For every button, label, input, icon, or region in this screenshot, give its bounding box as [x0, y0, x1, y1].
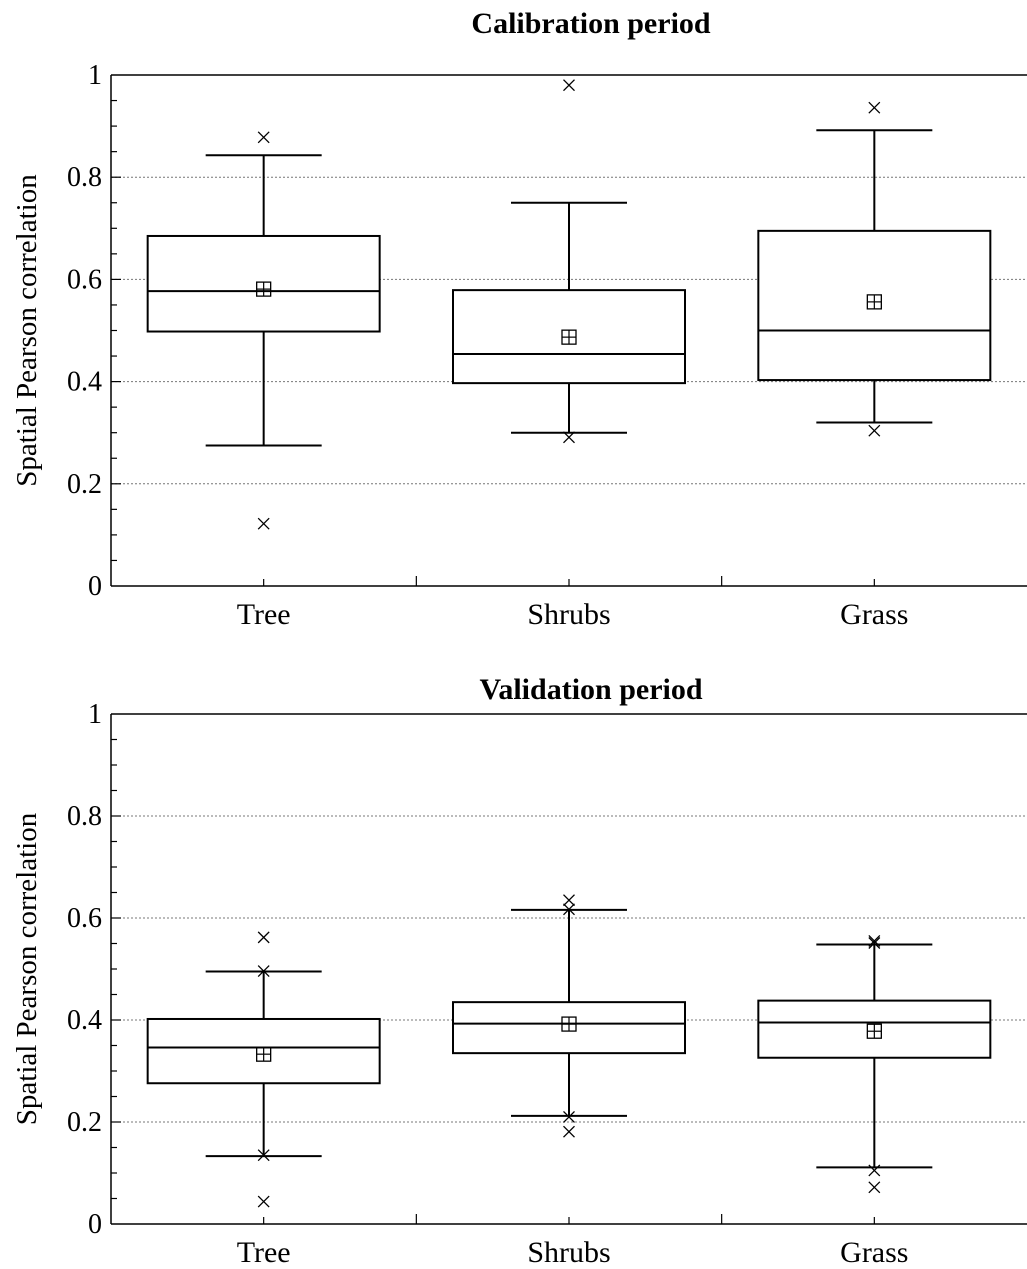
outlier-marker [868, 934, 881, 947]
outlier-marker [563, 1125, 575, 1138]
outlier-marker [868, 1164, 881, 1177]
outlier-marker [257, 1149, 270, 1162]
outlier-stroke [257, 1149, 270, 1162]
box-shrubs [452, 894, 686, 1138]
outlier-stroke [868, 424, 881, 437]
category-label: Shrubs [527, 598, 610, 631]
outlier-stroke [563, 431, 575, 444]
box-grass [757, 101, 992, 437]
outlier-marker [563, 903, 575, 916]
box-grass [757, 934, 992, 1194]
outlier-marker [257, 965, 270, 977]
outlier-marker [257, 131, 270, 144]
chart-title: Calibration period [471, 7, 710, 40]
outlier-stroke [257, 1195, 270, 1208]
box-tree [146, 131, 381, 530]
outlier-marker [868, 1181, 881, 1194]
y-tick-label: 0 [88, 1209, 102, 1240]
outlier-marker [563, 431, 575, 444]
outlier-marker [563, 1110, 575, 1123]
outlier-stroke [868, 1181, 881, 1194]
y-tick-label: 1 [88, 60, 102, 91]
category-label: Grass [840, 598, 908, 631]
category-label: Tree [237, 1236, 291, 1269]
box-shrubs [452, 79, 686, 444]
chart-title: Validation period [479, 673, 702, 706]
chart-panel-2: Validation period 0 0.2 0.4 0.6 0.8 1 Spatial P… [11, 673, 1027, 1269]
y-axis-label: Spatial Pearson correlation [11, 812, 43, 1125]
y-tick-label: 0.2 [67, 469, 102, 500]
y-tick-label: 0.4 [67, 367, 102, 398]
y-tick-label: 0.2 [67, 1107, 102, 1138]
y-axis-label: Spatial Pearson correlation [11, 174, 43, 487]
outlier-stroke [257, 131, 270, 144]
outlier-stroke [257, 965, 270, 977]
outlier-marker [257, 517, 270, 530]
outlier-marker [257, 931, 270, 944]
outlier-marker [257, 1195, 270, 1208]
outlier-stroke [257, 931, 270, 944]
outlier-stroke [868, 937, 881, 949]
y-tick-label: 0.6 [67, 903, 102, 934]
outlier-stroke [563, 903, 575, 916]
outlier-stroke [563, 1110, 575, 1123]
category-label: Tree [237, 598, 291, 631]
outlier-stroke [868, 1164, 881, 1177]
outlier-stroke [257, 517, 270, 530]
y-tick-label: 0.8 [67, 801, 102, 832]
y-tick-label: 1 [88, 699, 102, 730]
outlier-stroke [868, 934, 881, 947]
outlier-stroke [563, 1125, 575, 1138]
category-label: Shrubs [527, 1236, 610, 1269]
category-label: Grass [840, 1236, 908, 1269]
outlier-stroke [563, 79, 575, 92]
box-tree [146, 931, 381, 1208]
outlier-stroke [563, 894, 575, 907]
outlier-stroke [868, 101, 881, 114]
outlier-marker [868, 424, 881, 437]
outlier-marker [868, 101, 881, 114]
y-tick-label: 0 [88, 571, 102, 602]
y-tick-label: 0.4 [67, 1005, 102, 1036]
y-tick-label: 0.6 [67, 264, 102, 295]
outlier-marker [868, 937, 881, 949]
outlier-marker [563, 894, 575, 907]
outlier-marker [563, 79, 575, 92]
chart-panel-1: Calibration period 0 0.2 0.4 0.6 0.8 1 Spatial … [11, 7, 1027, 631]
y-tick-label: 0.8 [67, 162, 102, 193]
